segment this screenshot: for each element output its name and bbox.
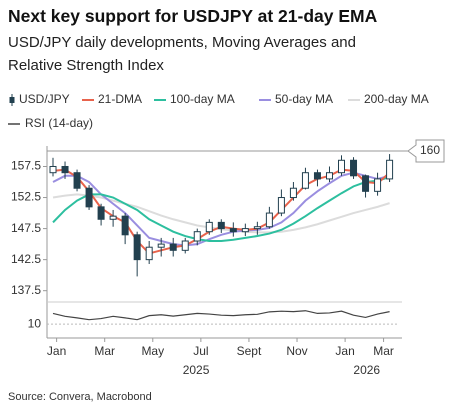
x-tick-label: Mar — [373, 344, 394, 358]
candle-body — [313, 172, 321, 180]
candle-body — [73, 172, 81, 189]
chart-subtitle: USD/JPY daily developments, Moving Avera… — [8, 34, 356, 74]
x-tick-label: Jan — [47, 344, 66, 358]
legend-label: RSI (14-day) — [25, 116, 93, 130]
candle-body — [289, 187, 297, 199]
ma-line — [52, 176, 390, 243]
candle-body — [374, 178, 382, 192]
candle-body — [85, 187, 93, 208]
candle-body — [241, 228, 249, 233]
header: Next key support for USDJPY at 21-day EM… — [8, 6, 408, 77]
legend-label: 200-day MA — [364, 92, 429, 106]
legend-label: 50-day MA — [275, 92, 333, 106]
candle-body — [217, 221, 225, 230]
y-tick-label: 137.5 — [11, 283, 41, 297]
candle-body — [61, 165, 69, 174]
source: Source: Convera, Macrobond — [8, 391, 152, 403]
candle-body — [386, 159, 394, 180]
legend-label: USD/JPY — [19, 92, 70, 106]
candle-body — [169, 243, 177, 251]
candle-body — [97, 206, 105, 220]
candle-body — [121, 215, 129, 236]
candle-body — [229, 228, 237, 233]
x-tick-label: Sept — [237, 344, 262, 358]
legend-label: 21-DMA — [98, 92, 142, 106]
candle-body — [253, 226, 261, 230]
x-tick-label: Jul — [193, 344, 208, 358]
candle-body — [181, 240, 189, 251]
legend-label: 100-day MA — [170, 92, 235, 106]
y-tick-label: 152.5 — [11, 190, 41, 204]
candle-body — [338, 159, 346, 174]
rsi-line — [52, 310, 390, 321]
candle-body — [145, 246, 153, 261]
candle-body — [301, 172, 309, 189]
candle-body — [325, 172, 333, 180]
reference-callout — [407, 139, 445, 163]
year-label: 2025 — [183, 363, 210, 377]
candle-body — [49, 165, 57, 174]
candle-body — [205, 221, 213, 233]
candle-body — [109, 215, 117, 220]
x-tick-label: Jan — [335, 344, 354, 358]
legend: USD/JPY 21-DMA 100-day MA 50-day MA 200-day … — [8, 92, 429, 130]
rsi-tick-label: 10 — [28, 316, 42, 330]
x-tick-label: Nov — [286, 344, 307, 358]
y-tick-label: 147.5 — [11, 221, 41, 235]
y-tick-label: 142.5 — [11, 252, 41, 266]
candle-body — [157, 243, 165, 248]
candle-body — [265, 212, 273, 228]
candle-body — [277, 197, 285, 214]
year-label: 2026 — [353, 363, 380, 377]
candle-body — [133, 234, 141, 261]
ma-line — [52, 171, 390, 247]
x-tick-label: Mar — [94, 344, 115, 358]
candle-body — [193, 231, 201, 242]
reference-label: 160 — [420, 143, 440, 157]
chart-title: Next key support for USDJPY at 21-day EM… — [8, 6, 378, 26]
legend-swatch — [9, 97, 15, 103]
candle-body — [350, 159, 358, 177]
candle-body — [362, 175, 370, 192]
x-tick-label: May — [141, 344, 164, 358]
y-tick-label: 157.5 — [11, 159, 41, 173]
